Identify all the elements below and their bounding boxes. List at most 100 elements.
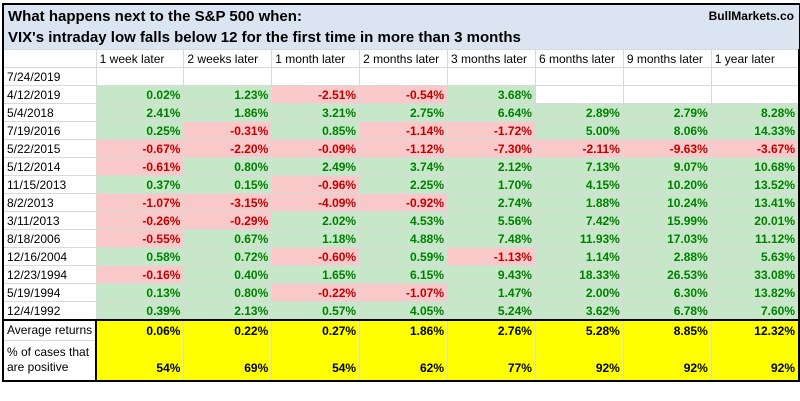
column-header: 2 months later	[359, 49, 449, 68]
date-cell: 5/22/2015	[2, 139, 97, 158]
value-cell: -1.14%	[359, 121, 449, 140]
value-cell: 1.65%	[271, 265, 361, 284]
value-cell: 0.40%	[183, 265, 273, 284]
average-returns-label: Average returns	[2, 319, 97, 341]
value-cell: -2.51%	[271, 85, 361, 104]
value-cell: 18.33%	[534, 265, 624, 284]
value-cell: -9.63%	[622, 139, 712, 158]
average-value-cell: 2.76%	[447, 319, 536, 341]
table-row: 8/18/2006 -0.55% 0.67% 1.18% 4.88% 7.48% 11.93…	[2, 229, 800, 248]
value-cell	[271, 67, 361, 86]
percent-positive-label: % of cases that are positive	[2, 340, 97, 382]
percent-positive-cell: 92%	[710, 340, 800, 382]
value-cell: 2.41%	[95, 103, 185, 122]
average-value-cell: 0.06%	[95, 319, 185, 341]
value-cell: -4.09%	[271, 193, 361, 212]
value-cell: 2.02%	[271, 211, 361, 230]
value-cell: 8.06%	[622, 121, 712, 140]
value-cell	[622, 85, 712, 104]
value-cell: 3.68%	[447, 85, 536, 104]
date-cell: 4/12/2019	[2, 85, 97, 104]
value-cell: 3.21%	[271, 103, 361, 122]
value-cell: 0.15%	[183, 175, 273, 194]
value-cell: -0.16%	[95, 265, 185, 284]
title-line-1: What happens next to the S&P 500 when:	[8, 8, 302, 25]
date-cell: 12/4/1992	[2, 301, 97, 321]
value-cell: -1.12%	[359, 139, 449, 158]
value-cell: 13.82%	[710, 283, 800, 302]
value-cell: 7.42%	[534, 211, 624, 230]
value-cell: 6.78%	[622, 301, 712, 321]
value-cell: 33.08%	[710, 265, 800, 284]
value-cell: 5.63%	[710, 247, 800, 266]
value-cell: 20.01%	[710, 211, 800, 230]
value-cell: -0.55%	[95, 229, 185, 248]
value-cell: 5.00%	[534, 121, 624, 140]
value-cell: 0.37%	[95, 175, 185, 194]
average-value-cell: 1.86%	[359, 319, 449, 341]
average-returns-row: Average returns 0.06% 0.22% 0.27% 1.86% 2.76%…	[2, 319, 800, 341]
value-cell	[710, 85, 800, 104]
value-cell: 10.20%	[622, 175, 712, 194]
value-cell: 1.23%	[183, 85, 273, 104]
header-row: 1 week later 2 weeks later 1 month later 2 …	[2, 49, 800, 68]
value-cell: -7.30%	[447, 139, 536, 158]
table-row: 12/4/1992 0.39% 2.13% 0.57% 4.05% 5.24% 3.62% 6…	[2, 301, 800, 321]
value-cell: 2.49%	[271, 157, 361, 176]
average-value-cell: 5.28%	[534, 319, 624, 341]
average-value-cell: 0.22%	[183, 319, 273, 341]
column-header: 1 year later	[710, 49, 800, 68]
value-cell: 5.56%	[447, 211, 536, 230]
value-cell: 4.53%	[359, 211, 449, 230]
value-cell: 3.62%	[534, 301, 624, 321]
value-cell	[95, 67, 185, 86]
value-cell: 2.00%	[534, 283, 624, 302]
table-row: 7/19/2016 0.25% -0.31% 0.85% -1.14% -1.72% 5.0…	[2, 121, 800, 140]
value-cell: -1.72%	[447, 121, 536, 140]
average-value-cell: 12.32%	[710, 319, 800, 341]
value-cell: 0.58%	[95, 247, 185, 266]
value-cell: 0.80%	[183, 157, 273, 176]
value-cell: 17.03%	[622, 229, 712, 248]
column-header: 9 months later	[622, 49, 712, 68]
table-row: 5/19/1994 0.13% 0.80% -0.22% -1.07% 1.47% 2.00…	[2, 283, 800, 302]
value-cell: 4.88%	[359, 229, 449, 248]
average-value-cell: 8.85%	[622, 319, 712, 341]
value-cell: 13.41%	[710, 193, 800, 212]
value-cell: 7.13%	[534, 157, 624, 176]
column-header: 1 month later	[271, 49, 361, 68]
table-row: 12/16/2004 0.58% 0.72% -0.60% 0.59% -1.13% 1.1…	[2, 247, 800, 266]
value-cell	[534, 67, 624, 86]
value-cell: 10.24%	[622, 193, 712, 212]
value-cell: 0.25%	[95, 121, 185, 140]
date-cell: 11/15/2013	[2, 175, 97, 194]
table-row: 5/4/2018 2.41% 1.86% 3.21% 2.75% 6.64% 2.89% 2.…	[2, 103, 800, 122]
value-cell: 6.15%	[359, 265, 449, 284]
value-cell: -0.54%	[359, 85, 449, 104]
value-cell: 2.74%	[447, 193, 536, 212]
column-header: 2 weeks later	[183, 49, 273, 68]
value-cell: -1.07%	[95, 193, 185, 212]
value-cell: 0.59%	[359, 247, 449, 266]
watermark-bullmarkets: BullMarkets.co	[708, 9, 794, 23]
value-cell: 4.05%	[359, 301, 449, 321]
value-cell: -3.67%	[710, 139, 800, 158]
date-cell: 8/18/2006	[2, 229, 97, 248]
value-cell: -0.96%	[271, 175, 361, 194]
value-cell: 0.57%	[271, 301, 361, 321]
value-cell: 0.67%	[183, 229, 273, 248]
date-cell: 12/16/2004	[2, 247, 97, 266]
date-cell: 5/19/1994	[2, 283, 97, 302]
date-cell: 3/11/2013	[2, 211, 97, 230]
percent-positive-cell: 92%	[534, 340, 624, 382]
value-cell: 1.86%	[183, 103, 273, 122]
table-row: 12/23/1994 -0.16% 0.40% 1.65% 6.15% 9.43% 18.3…	[2, 265, 800, 284]
value-cell: -0.67%	[95, 139, 185, 158]
date-cell: 7/24/2019	[2, 67, 97, 86]
value-cell: 2.88%	[622, 247, 712, 266]
percent-positive-cell: 62%	[359, 340, 449, 382]
value-cell: -0.29%	[183, 211, 273, 230]
corner-cell	[2, 49, 97, 68]
percent-positive-cell: 77%	[447, 340, 536, 382]
